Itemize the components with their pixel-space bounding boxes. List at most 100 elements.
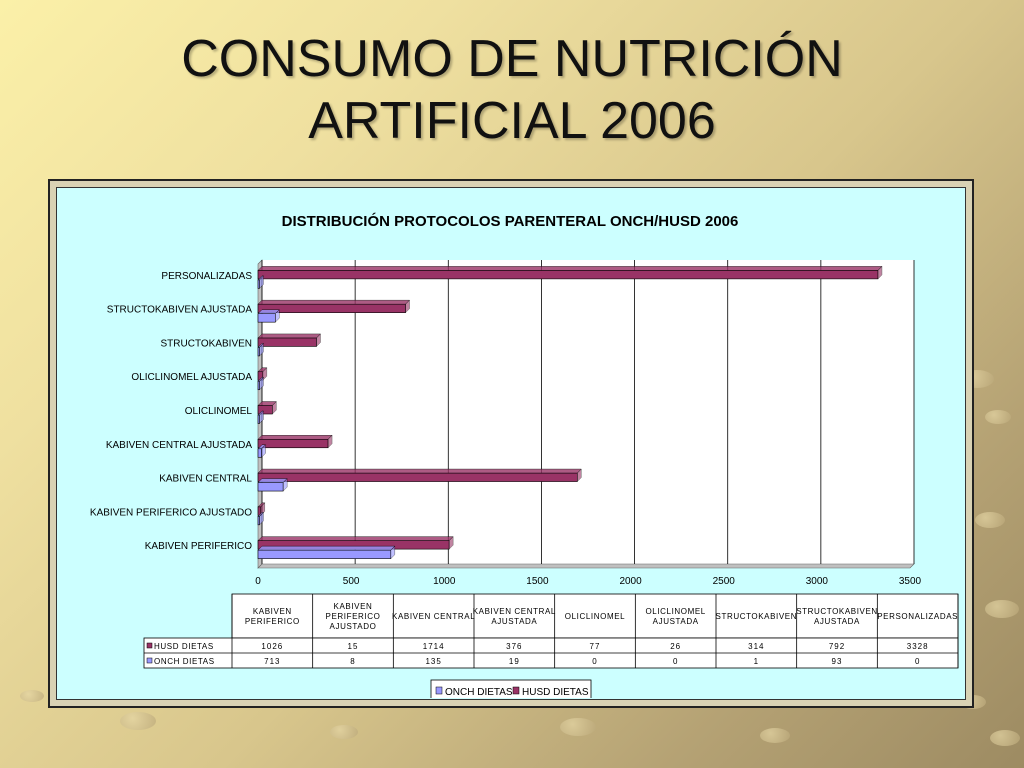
bar-husd-front: [257, 270, 879, 280]
bar-husd-top: [257, 333, 322, 339]
legend-swatch: [435, 686, 443, 695]
table-header-line: KABIVEN: [334, 602, 373, 611]
table-cell: 1714: [423, 642, 445, 651]
table-header-line: OLICLINOMEL: [645, 607, 705, 616]
table-cell: 15: [348, 642, 359, 651]
table-header-cell: KABIVEN CENTRAL AJUSTADA: [473, 607, 556, 626]
table-cell: 0: [915, 657, 920, 666]
table-cell: 1: [754, 657, 759, 666]
bar-husd: [257, 265, 883, 280]
table-header-row: [231, 593, 959, 639]
x-tick-label: 0: [255, 576, 261, 587]
bar-husd-top: [257, 468, 582, 474]
bar-onch-side: [261, 444, 266, 458]
y-tick-label: STRUCTOKABIVEN AJUSTADA: [107, 305, 253, 316]
bar-onch-front: [257, 448, 262, 458]
table-row-label: HUSD DIETAS: [154, 642, 214, 651]
bar-onch-side: [259, 275, 264, 289]
table-header-cell: KABIVEN PERIFERICO AJUSTADO: [326, 602, 381, 631]
legend-swatch: [512, 686, 520, 695]
x-tick-label: 3000: [806, 576, 829, 587]
table-cell: 93: [832, 657, 843, 666]
table-header-line: STRUCTOKABIVEN: [796, 607, 878, 616]
table-header-line: PERIFERICO: [245, 617, 300, 626]
table-legend-key: [146, 657, 153, 664]
bar-husd: [257, 536, 454, 550]
table-header-cell: OLICLINOMEL: [565, 612, 625, 621]
bar-onch: [257, 444, 267, 458]
bar-onch-side: [275, 309, 280, 323]
y-tick-label: OLICLINOMEL AJUSTADA: [131, 372, 252, 383]
table-header-line: AJUSTADA: [653, 617, 699, 626]
bar-onch: [257, 477, 288, 492]
table-header-line: AJUSTADA: [814, 617, 860, 626]
legend-label: HUSD DIETAS: [522, 687, 589, 698]
x-tick-label: 500: [343, 576, 360, 587]
bar-onch-front: [257, 313, 276, 323]
y-tick-label: KABIVEN PERIFERICO AJUSTADO: [90, 507, 252, 518]
bar-husd-side: [327, 434, 333, 449]
table-cell: 792: [829, 642, 845, 651]
bar-husd-side: [448, 536, 454, 550]
legend-label: ONCH DIETAS: [445, 687, 513, 698]
bar-husd-side: [405, 299, 410, 314]
y-tick-label: KABIVEN CENTRAL AJUSTADA: [106, 440, 252, 451]
table-header-line: STRUCTOKABIVEN: [716, 612, 798, 621]
bar-onch: [257, 545, 396, 560]
bar-onch: [257, 410, 265, 425]
plot-floor: [257, 563, 915, 569]
table-header-line: OLICLINOMEL: [565, 612, 625, 621]
bar-husd-top: [257, 435, 333, 440]
y-tick-label: OLICLINOMEL: [185, 406, 253, 417]
x-tick-label: 1000: [433, 576, 456, 587]
bar-onch-side: [259, 342, 264, 357]
x-tick-label: 3500: [899, 576, 922, 587]
slide-title-line1: CONSUMO DE NUTRICIÓN: [181, 30, 843, 88]
table-header-line: KABIVEN: [253, 607, 292, 616]
y-tick-label: PERSONALIZADAS: [161, 271, 252, 282]
bar-husd-side: [877, 265, 883, 280]
table-cell: 3328: [907, 642, 929, 651]
bar-husd-side: [577, 468, 582, 483]
bar-husd: [257, 434, 333, 449]
bar-husd-front: [257, 472, 578, 482]
bar-onch: [257, 275, 265, 289]
bar-husd-top: [257, 266, 883, 271]
bar-onch-front: [257, 549, 392, 559]
table-legend-key: [146, 642, 153, 649]
table-cell: 135: [425, 657, 441, 666]
bar-onch-top: [257, 545, 396, 551]
bar-husd-side: [272, 400, 277, 415]
bar-husd: [257, 468, 582, 483]
bar-onch: [257, 342, 265, 357]
bar-onch-side: [259, 511, 264, 526]
bar-onch-side: [259, 376, 264, 391]
bar-onch: [257, 309, 280, 323]
table-cell: 713: [264, 657, 280, 666]
table-row-label: ONCH DIETAS: [154, 657, 215, 666]
table-header-cell: KABIVEN CENTRAL: [392, 612, 475, 621]
bar-husd-front: [257, 438, 329, 449]
bar-onch-side: [282, 477, 288, 492]
chart-area: DISTRIBUCIÓN PROTOCOLOS PARENTERAL ONCH/…: [56, 187, 966, 703]
bar-husd: [257, 333, 322, 348]
table-header-cell: STRUCTOKABIVEN AJUSTADA: [796, 607, 878, 626]
bar-husd: [257, 400, 277, 415]
table-header-cell: OLICLINOMEL AJUSTADA: [645, 607, 705, 626]
bar-husd-front: [257, 337, 317, 347]
slide-title-line2: ARTIFICIAL 2006: [308, 92, 716, 150]
x-tick-label: 2000: [619, 576, 642, 587]
y-tick-label: STRUCTOKABIVEN: [161, 338, 253, 349]
bar-onch: [257, 511, 265, 526]
table-header-cell: PERSONALIZADAS: [877, 612, 958, 621]
chart-title: DISTRIBUCIÓN PROTOCOLOS PARENTERAL ONCH/…: [282, 212, 739, 230]
table-header-line: KABIVEN CENTRAL: [473, 607, 556, 616]
table-header-line: KABIVEN CENTRAL: [392, 612, 475, 621]
table-header-line: AJUSTADO: [330, 622, 377, 631]
table-cell: 77: [590, 642, 601, 651]
x-tick-label: 1500: [526, 576, 549, 587]
table-cell: 8: [350, 657, 355, 666]
bar-husd-side: [316, 333, 321, 348]
bar-onch-front: [257, 482, 284, 492]
table-header-line: PERIFERICO: [326, 612, 381, 621]
